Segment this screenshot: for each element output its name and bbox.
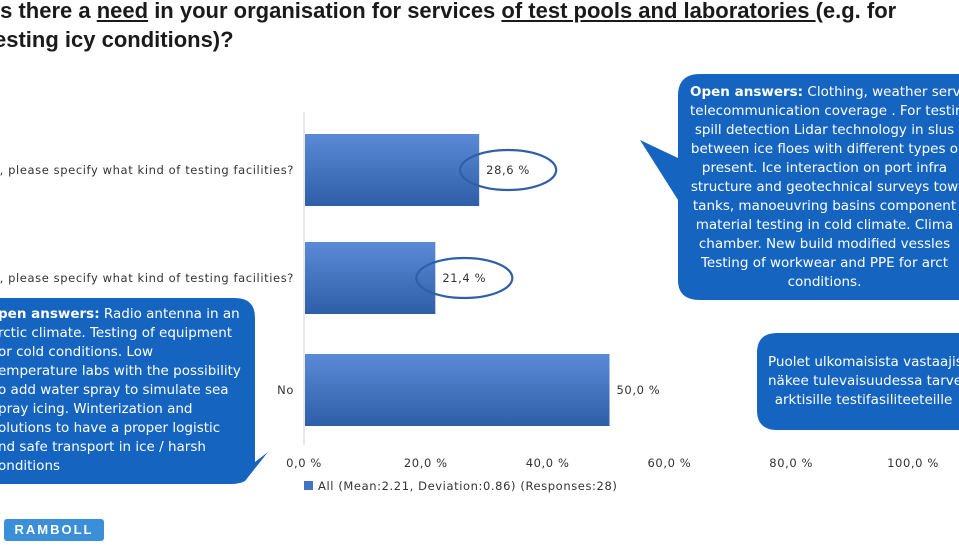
bar <box>305 354 610 426</box>
callout-right-line: material testing in cold climate. Clima <box>695 217 954 233</box>
x-tick-label: 0,0 % <box>286 456 322 470</box>
title-need: need <box>96 0 149 23</box>
callout-right-line: telecommunication coverage . For testin <box>690 103 959 119</box>
callout-right-line: chamber. New build modified vessles <box>698 236 951 252</box>
title-line-1: Is there a need in your organisation for… <box>0 0 954 25</box>
callout-right-line: present. Ice interaction on port infra <box>701 160 948 176</box>
category-label: es, please specify what kind of testing … <box>0 163 294 177</box>
data-label: 50,0 % <box>617 383 661 397</box>
callout-left: pen answers: Radio antenna in an rctic c… <box>0 305 248 476</box>
callout-right-top: Open answers: Clothing, weather servi te… <box>690 83 959 292</box>
category-label: No <box>277 383 294 397</box>
callout-right-line: Clothing, weather servi <box>807 84 959 100</box>
title-text: Is there a <box>0 0 97 23</box>
callout-right-bottom: Puolet ulkomaisista vastaajis näkee tule… <box>768 353 959 410</box>
slide-title: Is there a need in your organisation for… <box>0 0 954 54</box>
x-tick-label: 40,0 % <box>526 456 570 470</box>
callout-left-line: pray icing. Winterization and <box>0 401 193 417</box>
callout-right-heading: Open answers: <box>690 84 804 100</box>
callout-left-line: olutions to have a proper logistic <box>0 420 221 436</box>
highlight-ellipse <box>459 148 558 192</box>
callout-left-heading: pen answers: <box>0 306 100 322</box>
callout-left-line: o add water spray to simulate sea <box>0 382 229 398</box>
callout-left-line: emperature labs with the possibility <box>0 363 241 379</box>
callout-right-line: structure and geotechnical surveys tow <box>690 179 959 195</box>
legend-label: All (Mean:2.21, Deviation:0.86) (Respons… <box>318 479 617 493</box>
callout-right-line: spill detection Lidar technology in slus <box>694 122 955 138</box>
callout-left-line: nd safe transport in ice / harsh <box>0 439 206 455</box>
bar <box>305 134 480 206</box>
callout-right-bottom-shape <box>757 333 959 430</box>
callout-right-bottom-line: näkee tulevaisuudessa tarve <box>768 373 959 389</box>
callout-left-line: or cold conditions. Low <box>0 344 154 360</box>
title-line-2: esting icy conditions)? <box>0 27 234 52</box>
x-tick-label: 20,0 % <box>404 456 448 470</box>
legend-swatch <box>304 481 313 490</box>
title-text: (e.g. for <box>815 0 897 23</box>
title-test-pools: of test pools and laboratories <box>501 0 816 23</box>
callout-right-line: conditions. <box>787 274 862 290</box>
x-tick-label: 100,0 % <box>887 456 939 470</box>
ramboll-logo: RAMBOLL <box>4 519 104 541</box>
data-label: 21,4 % <box>442 271 486 285</box>
x-tick-label: 60,0 % <box>648 456 692 470</box>
category-label: pe, please specify what kind of testing … <box>0 271 294 285</box>
highlight-ellipse <box>415 256 514 300</box>
title-text: in your organisation for services <box>148 0 502 23</box>
callout-right-line: tanks, manoeuvring basins component <box>692 198 957 214</box>
callout-right-bottom-line: arktisille testifasiliteeteille <box>774 392 953 408</box>
callout-right-top-shape <box>640 74 959 300</box>
callout-left-line: rctic climate. Testing of equipment <box>0 325 233 341</box>
callout-right-bottom-line: Puolet ulkomaisista vastaajis <box>768 354 959 370</box>
data-label: 28,6 % <box>486 163 530 177</box>
callout-right-line: between ice floes with different types o <box>690 141 959 157</box>
x-tick-label: 80,0 % <box>769 456 813 470</box>
callout-right-line: Testing of workwear and PPE for arct <box>700 255 949 271</box>
callout-left-line: Radio antenna in an <box>103 306 240 322</box>
callout-left-shape <box>0 298 268 484</box>
callout-left-line: onditions <box>0 458 61 474</box>
bar <box>305 242 436 314</box>
